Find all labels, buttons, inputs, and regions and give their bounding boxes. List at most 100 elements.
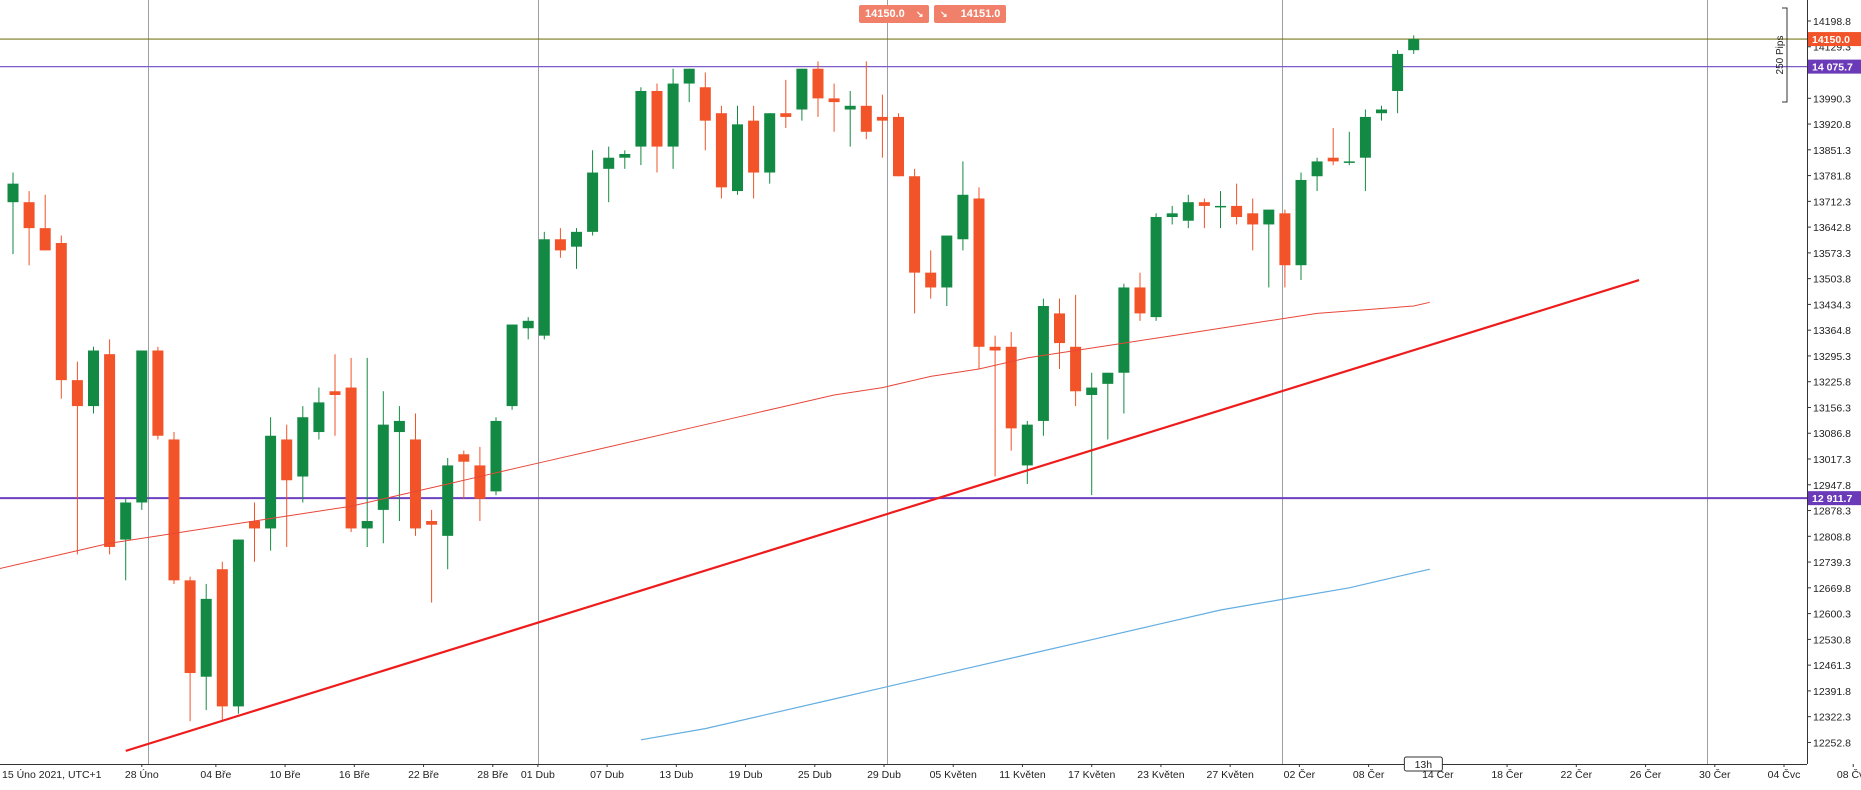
- candle-39: [635, 87, 647, 166]
- candle-body-79: [1279, 213, 1291, 266]
- price-tick-label-19: 12808.8: [1813, 531, 1851, 543]
- buy-price: 14151.0: [960, 8, 1001, 20]
- candle-body-81: [1311, 161, 1323, 177]
- price-tick-label-7: 13642.8: [1813, 222, 1851, 234]
- horizontal-levels: [0, 38, 1807, 500]
- candle-body-82: [1327, 157, 1339, 162]
- candle-body-21: [345, 387, 357, 529]
- candle-67: [1086, 372, 1098, 496]
- candle-body-9: [152, 350, 164, 436]
- candle-32: [522, 317, 534, 340]
- price-tick-label-17: 12947.8: [1813, 480, 1851, 492]
- candle-18: [297, 406, 309, 503]
- buy-button[interactable]: ↘ 14151.0: [934, 5, 1007, 23]
- range-bracket[interactable]: 250 Pips: [1775, 7, 1788, 103]
- candle-12: [200, 584, 212, 711]
- price-tick-label-5: 13781.8: [1813, 171, 1851, 183]
- vertical-separators: [148, 0, 1708, 764]
- time-label-13: 05 Květen: [930, 769, 977, 781]
- sell-arrow-icon: ↘: [915, 9, 924, 19]
- candle-5: [88, 346, 99, 414]
- candle-49: [796, 68, 808, 121]
- price-tick-label-16: 13017.3: [1813, 454, 1851, 466]
- time-label-22: 22 Čer: [1561, 768, 1593, 781]
- sell-button[interactable]: 14150.0 ↘: [859, 5, 930, 23]
- candle-body-7: [120, 502, 132, 540]
- candle-15: [249, 502, 260, 562]
- time-label-0: 15 Úno 2021, UTC+1: [2, 768, 102, 781]
- time-label-18: 02 Čer: [1284, 768, 1316, 781]
- time-label-15: 17 Květen: [1068, 769, 1115, 781]
- time-label-10: 19 Dub: [729, 769, 763, 781]
- candle-body-14: [232, 539, 244, 707]
- candle-body-4: [71, 380, 83, 407]
- candle-53: [860, 61, 872, 140]
- candle-27: [442, 458, 454, 570]
- candle-body-31: [506, 324, 518, 407]
- candle-7: [120, 498, 132, 581]
- candle-body-80: [1295, 179, 1307, 266]
- candle-body-20: [329, 391, 341, 395]
- candle-2: [39, 194, 51, 251]
- time-label-24: 30 Čer: [1699, 768, 1731, 781]
- candle-body-72: [1166, 213, 1178, 218]
- candle-63: [1021, 420, 1033, 484]
- candle-36: [587, 150, 599, 236]
- trendline-red[interactable]: [125, 278, 1640, 752]
- candle-body-61: [989, 346, 1001, 351]
- candle-51: [828, 83, 840, 132]
- candle-body-41: [667, 83, 679, 147]
- candle-body-0: [7, 183, 19, 203]
- time-label-3: 10 Bře: [270, 769, 301, 781]
- candle-body-84: [1359, 116, 1371, 158]
- price-tick-label-6: 13712.3: [1813, 196, 1851, 208]
- candle-body-75: [1215, 205, 1226, 208]
- candle-3: [55, 235, 67, 399]
- time-label-16: 23 Květen: [1137, 769, 1184, 781]
- candle-body-8: [136, 350, 148, 503]
- candle-14: [232, 539, 244, 714]
- candle-50: [812, 61, 824, 117]
- candle-34: [554, 228, 566, 258]
- upper-level-tag: 14 075.7: [1808, 59, 1861, 74]
- time-label-12: 29 Dub: [867, 769, 901, 781]
- candle-body-5: [88, 350, 99, 407]
- candle-body-10: [168, 439, 180, 581]
- candle-body-54: [876, 116, 888, 121]
- lower-level-tag-bg: [1808, 491, 1861, 506]
- candle-37: [603, 146, 615, 203]
- trendline[interactable]: [125, 278, 1640, 752]
- candle-1: [23, 191, 35, 266]
- time-label-21: 18 Čer: [1491, 768, 1523, 781]
- candle-body-32: [522, 320, 534, 329]
- sell-price: 14150.0: [865, 8, 905, 20]
- price-tick-label-12: 13295.3: [1813, 351, 1851, 363]
- moving-average-blue: [640, 568, 1430, 741]
- range-bracket-line: [1782, 7, 1788, 103]
- candle-45: [732, 105, 743, 195]
- time-label-2: 04 Bře: [200, 769, 231, 781]
- candle-body-49: [796, 68, 808, 110]
- price-tick-label-8: 13573.3: [1813, 248, 1851, 260]
- time-cursor[interactable]: 13h: [1403, 756, 1443, 772]
- candle-25: [410, 413, 421, 536]
- candle-54: [876, 94, 888, 158]
- time-cursor-box: [1403, 756, 1443, 772]
- candle-6: [104, 339, 116, 555]
- price-tick-label-2: 13990.3: [1813, 93, 1851, 105]
- candle-35: [571, 228, 582, 269]
- candle-body-45: [732, 124, 743, 192]
- candle-59: [957, 161, 969, 251]
- candle-body-59: [957, 194, 969, 240]
- candle-body-69: [1118, 287, 1130, 373]
- time-label-11: 25 Dub: [798, 769, 832, 781]
- candle-body-42: [683, 68, 695, 84]
- candle-body-68: [1102, 372, 1114, 384]
- price-tick-label-24: 12461.3: [1813, 660, 1851, 672]
- candle-4: [71, 361, 83, 555]
- candle-83: [1343, 131, 1355, 166]
- candle-60: [973, 187, 985, 370]
- candle-body-29: [474, 465, 486, 499]
- price-tick-label-18: 12878.3: [1813, 506, 1851, 518]
